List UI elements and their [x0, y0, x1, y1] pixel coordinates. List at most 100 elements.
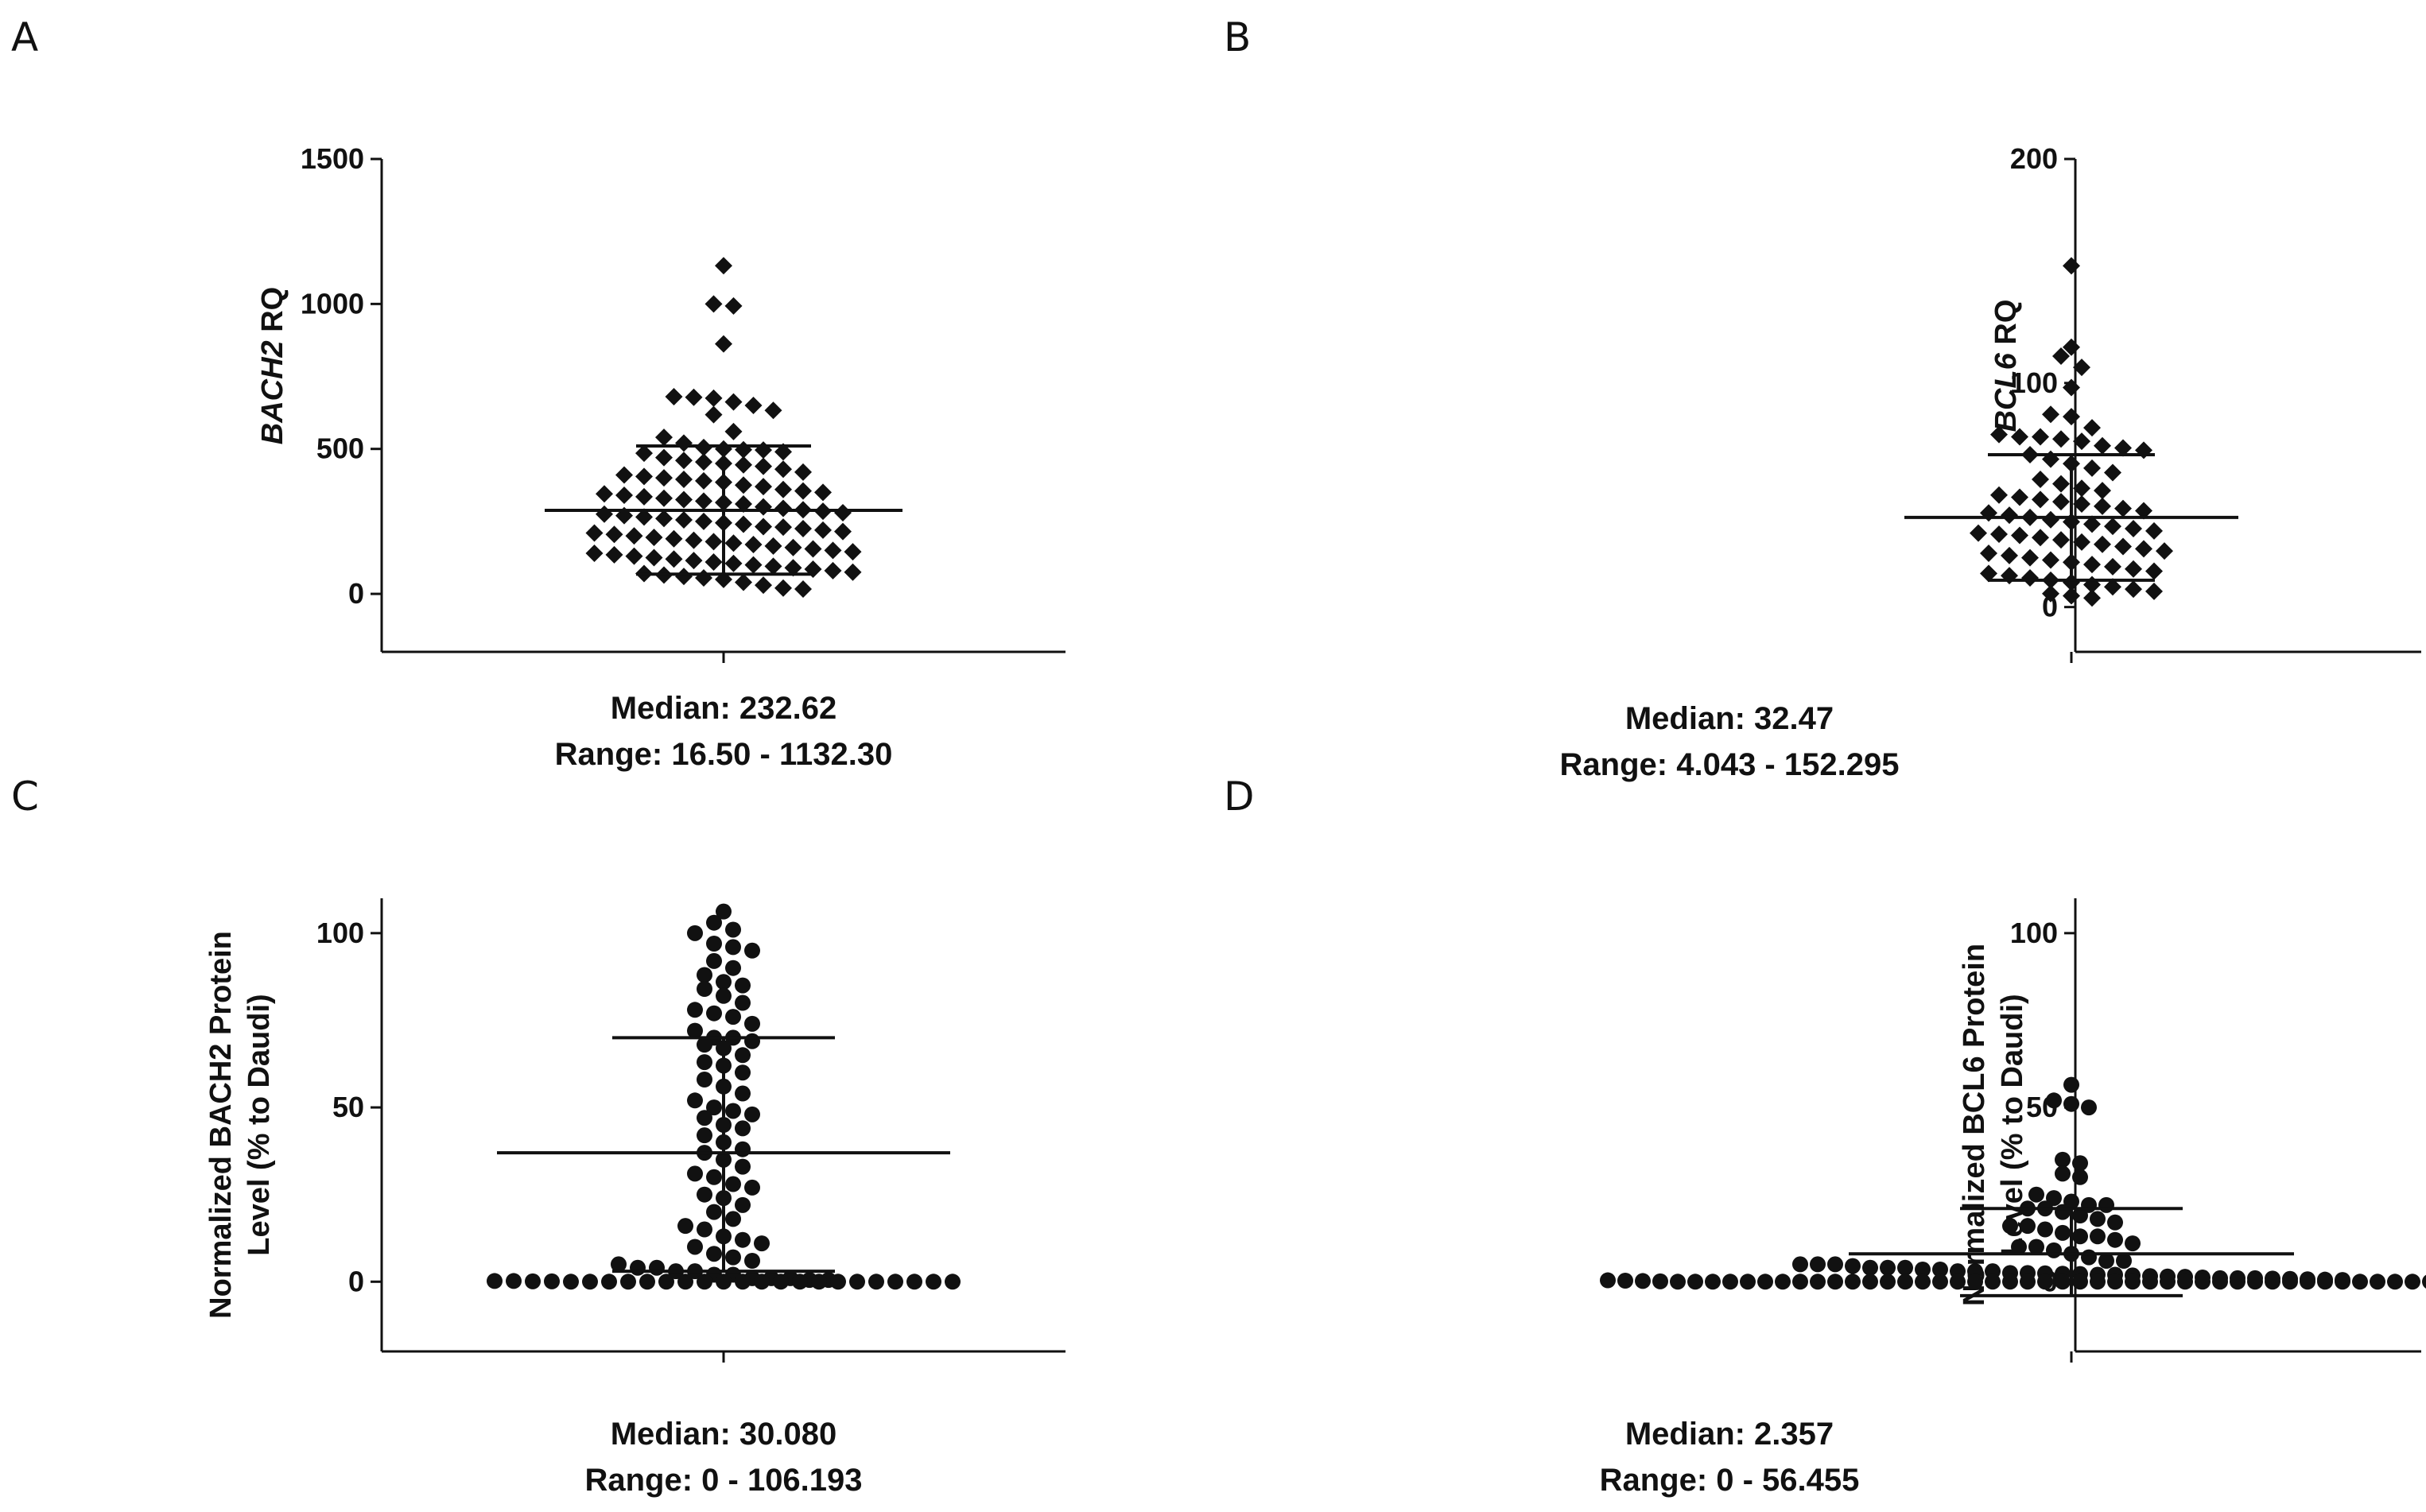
data-point [725, 1009, 741, 1025]
data-point [705, 295, 723, 313]
data-point [1705, 1274, 1721, 1290]
data-point [2021, 569, 2039, 587]
data-point [735, 1047, 751, 1064]
data-point [601, 1274, 617, 1290]
data-point [764, 557, 782, 576]
data-point [687, 1239, 703, 1255]
data-point [596, 485, 613, 503]
data-point [2042, 584, 2059, 603]
data-point [814, 521, 832, 539]
data-point [725, 921, 741, 938]
data-point [2046, 1190, 2062, 1207]
caption-d: Median: 2.357 Range: 0 - 56.455 [1252, 1411, 2207, 1503]
data-point [794, 520, 812, 537]
data-point [1967, 1274, 1983, 1290]
data-point [665, 550, 683, 568]
data-point [563, 1274, 579, 1290]
data-point [675, 452, 693, 470]
data-point [2083, 419, 2101, 437]
data-point [2055, 1204, 2071, 1220]
data-point [2032, 490, 2049, 509]
y-axis-label-line1: Normalized BCL6 Protein [1958, 944, 1991, 1306]
data-point [706, 914, 722, 931]
data-point [834, 522, 852, 541]
data-point [725, 939, 741, 956]
data-point [2125, 520, 2142, 537]
data-point [2107, 1214, 2123, 1231]
data-point [685, 552, 703, 570]
data-point [774, 579, 792, 597]
data-point [695, 569, 712, 587]
data-point [706, 952, 722, 969]
data-point [2098, 1253, 2114, 1269]
data-point [706, 1246, 722, 1262]
data-point [824, 561, 842, 580]
data-point [687, 1165, 703, 1182]
data-point [773, 1274, 789, 1290]
data-point [1897, 1259, 1913, 1276]
data-point [735, 495, 752, 513]
data-point [1635, 1273, 1651, 1289]
data-point [635, 444, 653, 463]
data-point [706, 1099, 722, 1116]
data-point [625, 527, 643, 545]
data-point [585, 545, 604, 562]
median-label: Median: 2.357 [1624, 1417, 1834, 1452]
data-point [2145, 582, 2163, 600]
data-point [2052, 531, 2070, 549]
data-point [2046, 1242, 2062, 1258]
data-point [2156, 542, 2173, 560]
data-point [2063, 1095, 2079, 1112]
data-point [735, 515, 752, 533]
data-point [744, 1015, 760, 1032]
data-point [1687, 1274, 1703, 1290]
data-point [1880, 1274, 1896, 1290]
data-point [755, 498, 772, 516]
data-point [2090, 1274, 2106, 1290]
data-point [725, 960, 741, 976]
data-point [687, 925, 703, 941]
data-point [716, 903, 732, 920]
data-point [2028, 1239, 2044, 1255]
data-point [2073, 533, 2090, 551]
data-point [744, 536, 763, 554]
data-point [724, 534, 743, 552]
data-point [2081, 1099, 2097, 1116]
y-axis-label-gene: BACH2 [256, 340, 289, 444]
y-axis-label-line1: Normalized BACH2 Protein [204, 931, 238, 1319]
data-point [697, 1127, 712, 1144]
data-point [2405, 1274, 2420, 1290]
data-point [784, 559, 802, 577]
data-point [2387, 1274, 2403, 1290]
data-point [695, 453, 712, 471]
data-point [735, 440, 752, 459]
data-point [764, 401, 782, 420]
y-axis-label: BACH2 RQ [256, 287, 289, 444]
data-point [1932, 1274, 1948, 1290]
data-point [755, 518, 772, 536]
data-point [755, 478, 772, 496]
data-point [1652, 1273, 1668, 1289]
data-point [1915, 1274, 1931, 1290]
data-point [868, 1274, 884, 1290]
data-point [1985, 1274, 2001, 1290]
data-point [705, 533, 723, 551]
data-point [697, 1274, 712, 1290]
data-point [706, 1169, 722, 1185]
data-point [2072, 1274, 2088, 1290]
data-point [755, 576, 772, 595]
panel-b: B 0 100 200 BCL6 RQ Median: 32.47 Range: 4.… [1213, 0, 2421, 782]
data-point [635, 508, 653, 526]
data-point [774, 480, 792, 498]
data-point [1827, 1274, 1843, 1290]
data-point [735, 1196, 751, 1213]
data-point [2145, 521, 2163, 540]
data-point [706, 1005, 722, 1022]
data-point [655, 469, 673, 487]
data-point [649, 1259, 665, 1276]
y-tick-label: 50 [332, 1091, 364, 1123]
data-point [2072, 1155, 2088, 1172]
range-label: Range: 16.50 - 1132.30 [554, 737, 893, 772]
data-point [755, 441, 772, 459]
